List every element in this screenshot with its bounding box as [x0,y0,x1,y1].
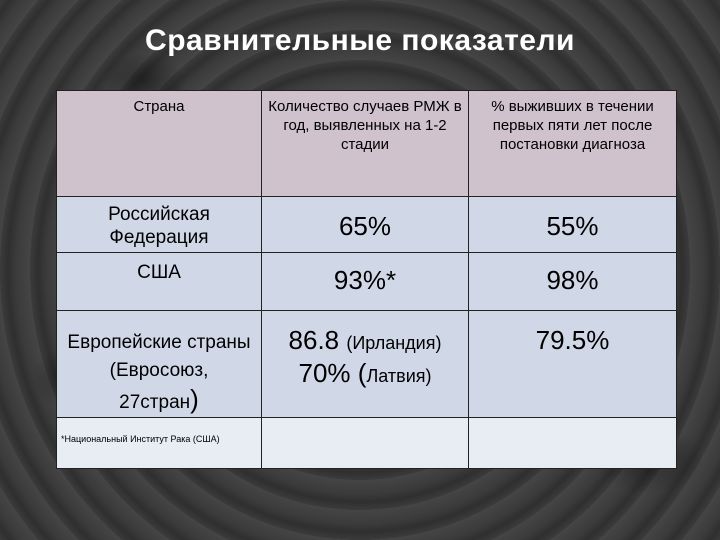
country-count: 27стран [119,392,191,413]
table-row: Российская Федерация 65% 55% [56,196,677,253]
header-survival: % выживших в течении первых пяти лет пос… [468,90,677,197]
table-row: Европейские страны (Евросоюз, 27стран) 8… [56,310,677,418]
header-early-detection: Количество случаев РМЖ в год, выявленных… [261,90,469,197]
country-name: Европейские страны (Евросоюз, [67,332,251,381]
country-cell: США [137,262,181,283]
table-footnote-row: *Национальный Институт Рака (США) [56,417,677,469]
country-cell: Российская Федерация [108,204,210,248]
country-cell: Европейские страны (Евросоюз, 27стран) [57,311,261,417]
footnote: *Национальный Институт Рака (США) [61,434,220,444]
comparison-table: Страна Количество случаев РМЖ в год, выя… [56,90,677,469]
latvia-value: 70% [298,358,351,388]
latvia-label: Латвия) [366,366,432,386]
slide-title: Сравнительные показатели [145,24,575,57]
table-row: США 93%* 98% [56,252,677,311]
early-detection-cell: 86.8 (Ирландия) 70% (Латвия) [262,311,468,391]
ireland-label: (Ирландия) [346,333,442,353]
early-detection-cell: 65% [338,211,392,241]
survival-cell: 79.5% [535,325,610,355]
ireland-value: 86.8 [288,325,340,355]
table-header-row: Страна Количество случаев РМЖ в год, выя… [56,90,677,197]
country-paren: ) [190,384,199,414]
survival-cell: 98% [546,265,599,295]
early-detection-cell: 93%* [333,265,397,295]
latvia-paren: ( [357,358,367,388]
survival-cell: 55% [546,211,599,241]
header-country: Страна [56,90,262,197]
